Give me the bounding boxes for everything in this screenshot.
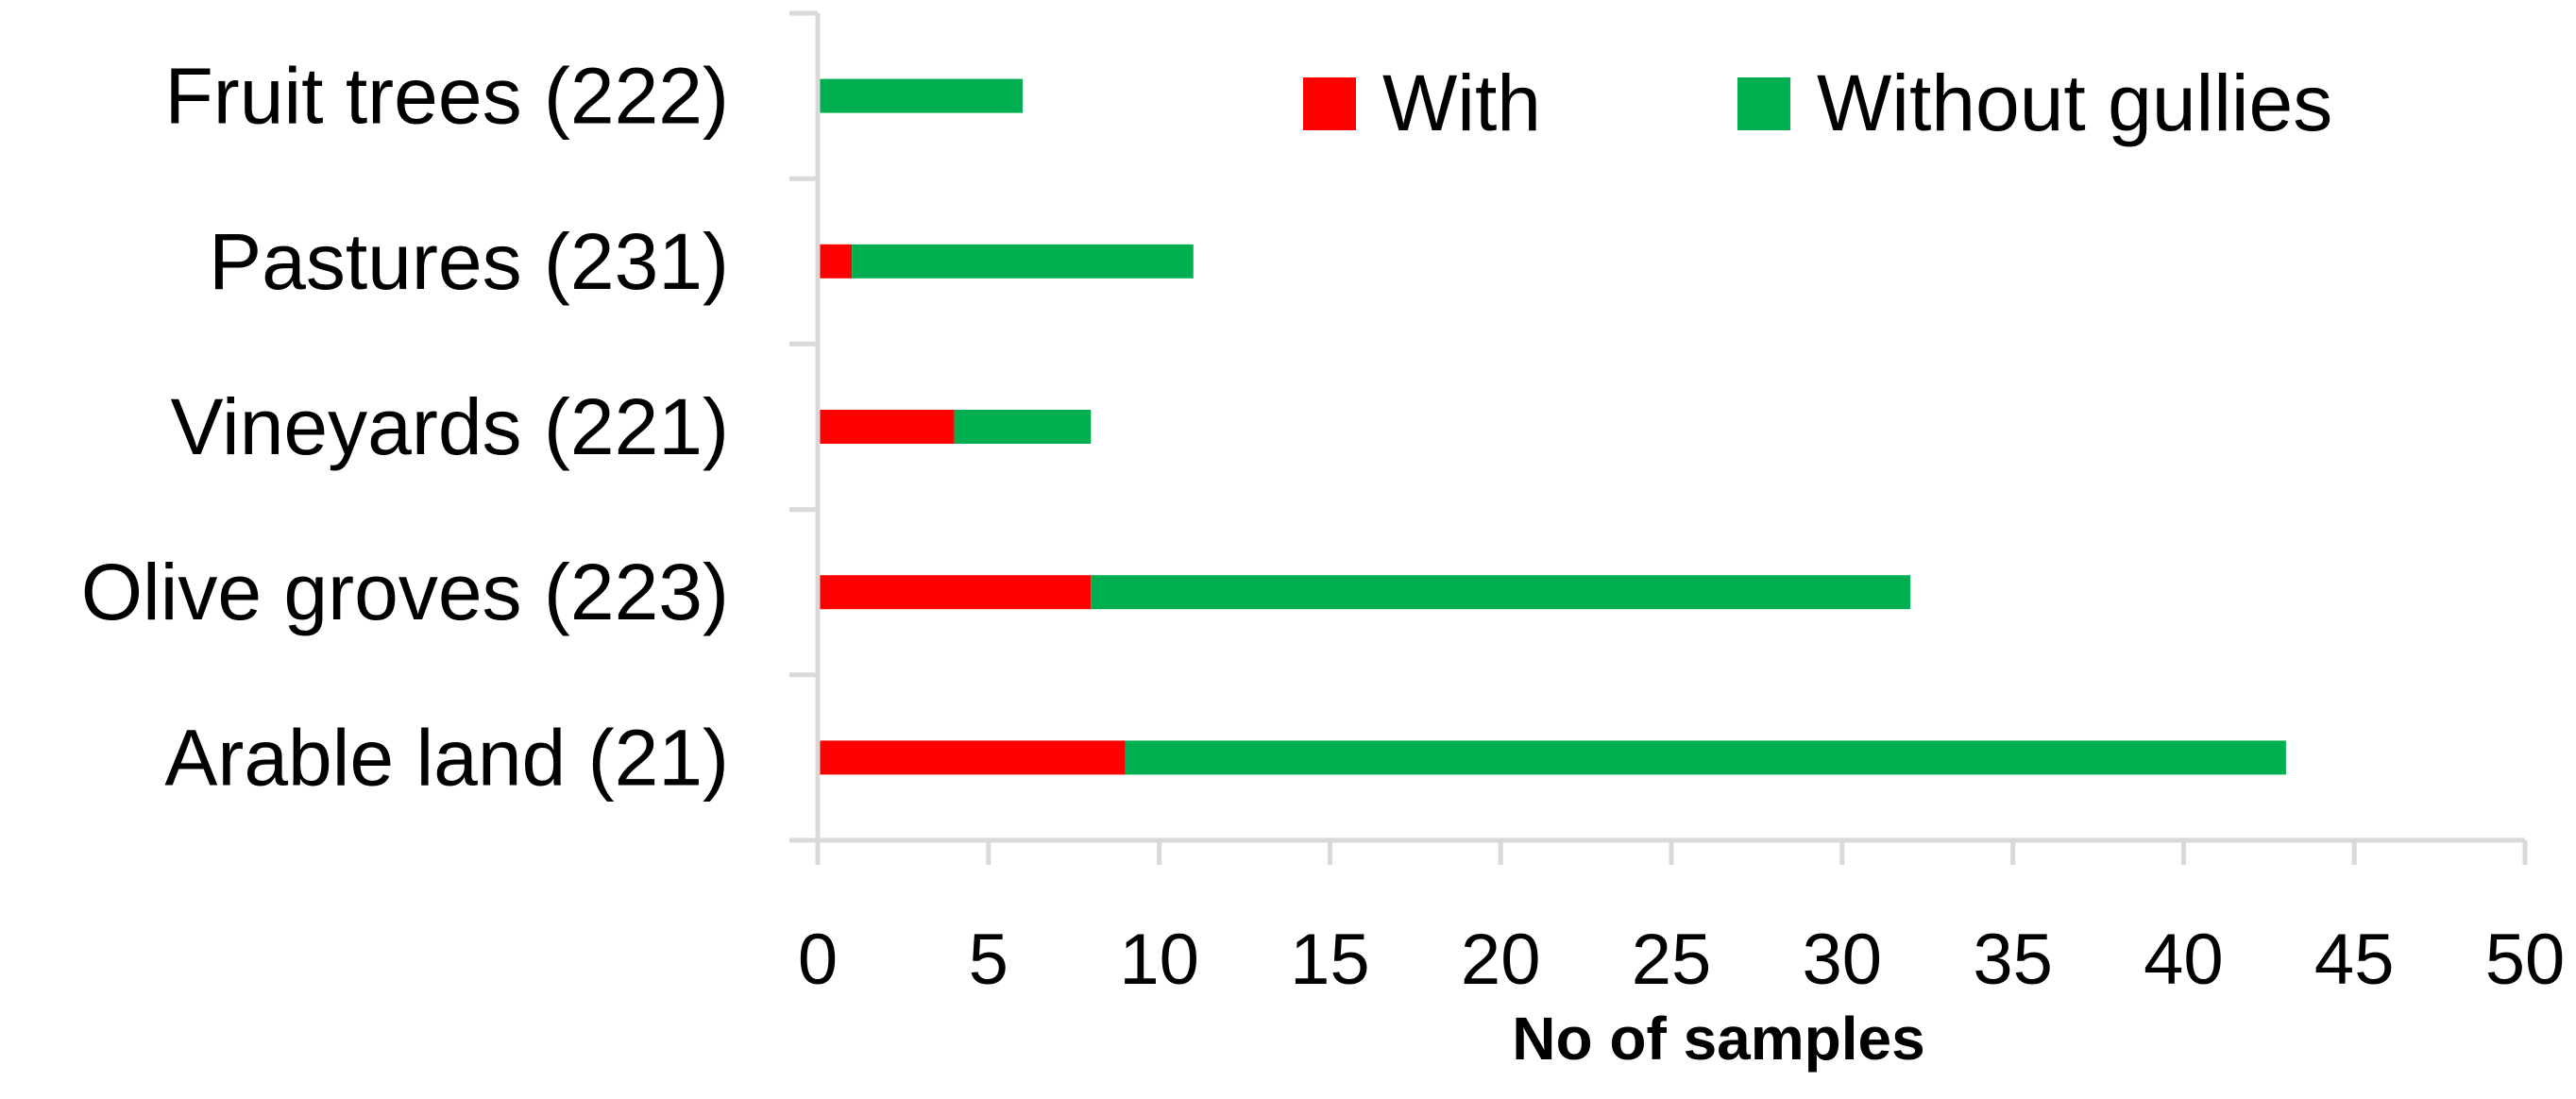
x-tick-label: 35 bbox=[1973, 920, 2053, 1000]
bar-with-0 bbox=[818, 740, 1126, 775]
bar-without-gullies-3 bbox=[852, 244, 1194, 279]
category-label: Olive groves (223) bbox=[81, 548, 729, 636]
legend-label-with: With bbox=[1382, 59, 1541, 147]
bar-with-1 bbox=[818, 575, 1092, 610]
x-tick-label: 0 bbox=[798, 920, 838, 1000]
x-tick-label: 45 bbox=[2314, 920, 2395, 1000]
x-tick-label: 40 bbox=[2144, 920, 2224, 1000]
bar-without-gullies-4 bbox=[818, 78, 1023, 113]
legend-swatch-with bbox=[1303, 77, 1356, 130]
category-label: Pastures (231) bbox=[209, 217, 729, 306]
x-tick-labels-group: 0 5 10 15 20 25 30 35 40 45 50 bbox=[798, 920, 2565, 1000]
legend-label-without-gullies: Without gullies bbox=[1817, 59, 2332, 147]
bars-group bbox=[818, 78, 2286, 775]
x-tick-label: 5 bbox=[969, 920, 1008, 1000]
x-axis-title: No of samples bbox=[1512, 1005, 1924, 1073]
x-tick-label: 30 bbox=[1803, 920, 1883, 1000]
category-labels-group: Arable land (21) Olive groves (223) Vineya… bbox=[81, 52, 729, 803]
category-label: Vineyards (221) bbox=[171, 382, 729, 471]
x-tick-label: 15 bbox=[1290, 920, 1370, 1000]
x-tick-label: 10 bbox=[1119, 920, 1199, 1000]
category-label: Arable land (21) bbox=[164, 713, 729, 802]
axes-group bbox=[789, 10, 2528, 865]
legend-swatch-without-gullies bbox=[1737, 77, 1790, 130]
x-tick-label: 50 bbox=[2485, 920, 2566, 1000]
bar-without-gullies-1 bbox=[1091, 575, 1911, 610]
legend: With Without gullies bbox=[1303, 59, 2332, 147]
x-tick-label: 25 bbox=[1632, 920, 1712, 1000]
bar-with-3 bbox=[818, 244, 853, 279]
bar-without-gullies-0 bbox=[1125, 740, 2286, 775]
bar-without-gullies-2 bbox=[954, 410, 1092, 444]
bar-with-2 bbox=[818, 410, 955, 444]
category-label: Fruit trees (222) bbox=[164, 52, 729, 141]
x-tick-label: 20 bbox=[1461, 920, 1541, 1000]
